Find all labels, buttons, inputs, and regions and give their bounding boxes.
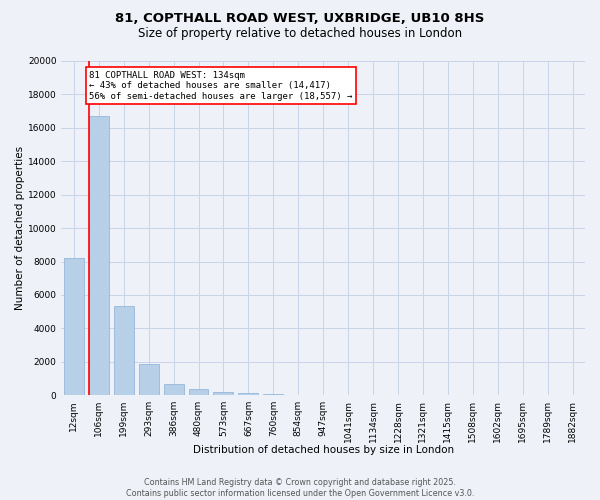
Bar: [114, 306, 134, 395]
Bar: [214, 392, 233, 395]
Bar: [139, 364, 158, 395]
Bar: [89, 116, 109, 395]
Text: 81 COPTHALL ROAD WEST: 134sqm
← 43% of detached houses are smaller (14,417)
56% : 81 COPTHALL ROAD WEST: 134sqm ← 43% of d…: [89, 71, 353, 101]
Y-axis label: Number of detached properties: Number of detached properties: [15, 146, 25, 310]
Text: Contains HM Land Registry data © Crown copyright and database right 2025.
Contai: Contains HM Land Registry data © Crown c…: [126, 478, 474, 498]
Text: 81, COPTHALL ROAD WEST, UXBRIDGE, UB10 8HS: 81, COPTHALL ROAD WEST, UXBRIDGE, UB10 8…: [115, 12, 485, 26]
Text: Size of property relative to detached houses in London: Size of property relative to detached ho…: [138, 28, 462, 40]
Bar: [188, 390, 208, 395]
Bar: [238, 393, 259, 395]
Bar: [263, 394, 283, 395]
Bar: [64, 258, 84, 395]
X-axis label: Distribution of detached houses by size in London: Distribution of detached houses by size …: [193, 445, 454, 455]
Bar: [164, 384, 184, 395]
